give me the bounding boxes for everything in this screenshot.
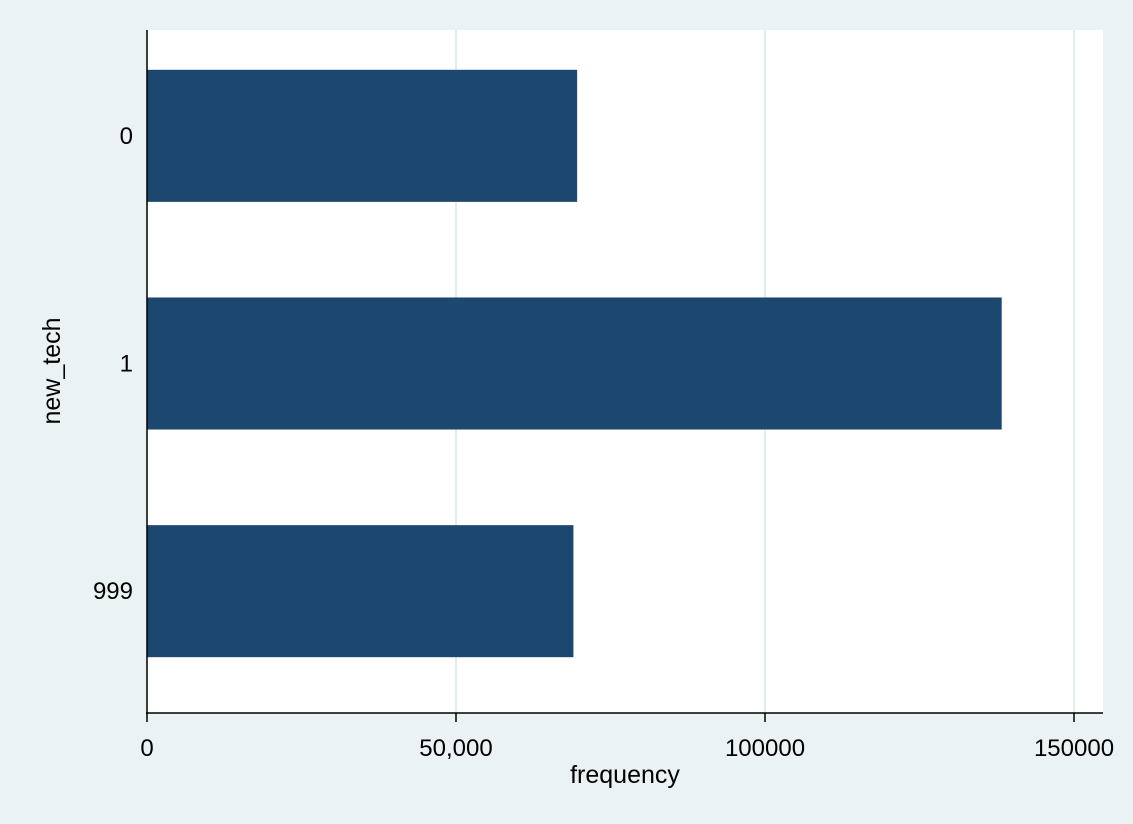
y-axis-title: new_tech <box>38 317 66 424</box>
x-tick-label: 100000 <box>725 735 805 762</box>
x-axis-ticks: 0 50,000 100000 150000 <box>140 713 1114 762</box>
bar <box>147 525 574 658</box>
x-tick-label: 0 <box>140 735 153 762</box>
y-axis-categories: 0 1 999 <box>93 123 133 605</box>
x-tick-label: 150000 <box>1034 735 1114 762</box>
bar <box>147 69 578 202</box>
x-tick-label: 50,000 <box>419 735 492 762</box>
x-axis-title: frequency <box>570 761 680 789</box>
bars <box>147 69 1002 658</box>
bar <box>147 297 1002 430</box>
y-category-label: 0 <box>120 123 133 150</box>
y-category-label: 999 <box>93 578 133 605</box>
y-category-label: 1 <box>120 351 133 378</box>
